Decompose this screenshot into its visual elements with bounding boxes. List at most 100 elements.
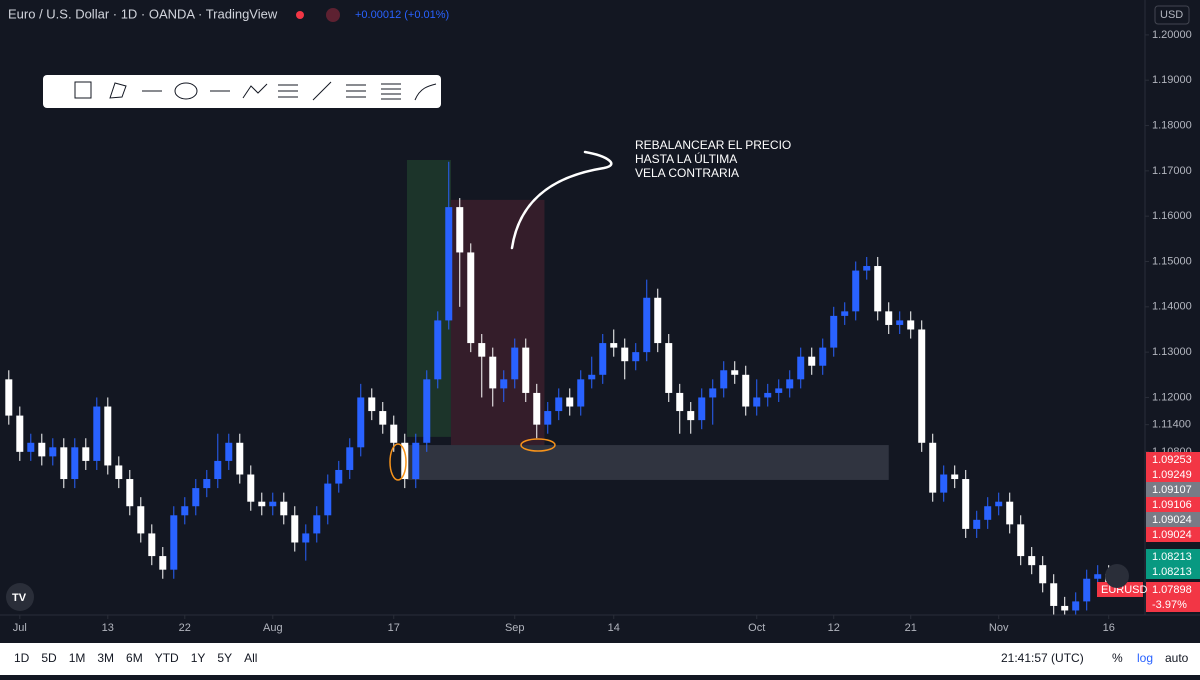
currency[interactable]: USD xyxy=(1160,9,1183,21)
candle-body xyxy=(1072,601,1080,611)
toolbar xyxy=(43,75,441,108)
y-tick-label: 1.17000 xyxy=(1152,165,1192,177)
candle-body xyxy=(1061,605,1069,611)
price-badge xyxy=(1146,564,1200,579)
candle-body xyxy=(896,320,904,325)
candle-body xyxy=(60,447,68,480)
candle-body xyxy=(236,442,244,475)
range-button[interactable]: 1D xyxy=(14,651,30,665)
symbol-title[interactable]: Euro / U.S. Dollar · 1D · OANDA · Tradin… xyxy=(8,6,278,21)
currency-button[interactable] xyxy=(1154,5,1190,25)
candle-body xyxy=(544,411,552,425)
range-button[interactable]: 1M xyxy=(69,651,86,665)
candle-body xyxy=(291,515,299,543)
candle-body xyxy=(489,356,497,389)
tool-ellipse[interactable] xyxy=(174,82,198,100)
price-badge-label: 1.09106 xyxy=(1152,499,1192,511)
x-tick-label: Oct xyxy=(748,622,765,634)
candle-body xyxy=(412,442,420,480)
candle-body xyxy=(907,320,915,330)
tool-polyline[interactable] xyxy=(109,82,127,99)
range-button[interactable]: 3M xyxy=(97,651,114,665)
price-badge xyxy=(1146,467,1200,482)
candle-body xyxy=(280,501,288,516)
tool-channel[interactable] xyxy=(346,84,366,98)
candle-body xyxy=(456,207,464,253)
range-button[interactable]: All xyxy=(244,651,257,665)
candle-body xyxy=(225,442,233,461)
x-tick-label: 14 xyxy=(608,622,620,634)
candle-body xyxy=(819,347,827,366)
price-badge xyxy=(1146,549,1200,564)
candle-body xyxy=(797,356,805,380)
candle-body xyxy=(82,447,90,461)
arrow-curve xyxy=(510,150,613,250)
x-tick-label: Jul xyxy=(13,622,27,634)
candle-body xyxy=(1017,524,1025,557)
candle-body xyxy=(533,392,541,425)
tool-trend[interactable] xyxy=(312,81,332,101)
logo-mark: TV xyxy=(12,592,27,604)
range-button[interactable]: 5D xyxy=(41,651,57,665)
price-badge xyxy=(1146,512,1200,527)
candle-body xyxy=(764,392,772,398)
zone xyxy=(406,445,889,480)
tool-fib[interactable] xyxy=(278,84,298,98)
range-button[interactable]: 5Y xyxy=(217,651,232,665)
tool-brush[interactable] xyxy=(414,83,437,101)
candle-body xyxy=(555,397,563,412)
price-badge xyxy=(1146,482,1200,497)
y-tick-label: 1.13000 xyxy=(1152,346,1192,358)
candle-body xyxy=(566,397,574,407)
log-toggle[interactable]: log xyxy=(1137,651,1153,665)
candle-body xyxy=(258,501,266,507)
candle-body xyxy=(390,424,398,443)
x-tick-label: Aug xyxy=(263,622,283,634)
percent-toggle[interactable]: % xyxy=(1112,651,1123,665)
range-button[interactable]: 6M xyxy=(126,651,143,665)
candle-body xyxy=(698,397,706,421)
candle-body xyxy=(159,556,167,570)
candle-body xyxy=(203,479,211,489)
candle-body xyxy=(852,270,860,312)
candle-body xyxy=(775,388,783,393)
x-tick-label: Nov xyxy=(989,622,1009,634)
candle-body xyxy=(478,343,486,357)
annotation: REBALANCEAR EL PRECIO xyxy=(635,138,791,152)
y-tick-label: 1.18000 xyxy=(1152,119,1192,131)
price-badge-label: 1.09024 xyxy=(1152,529,1192,541)
candle-body xyxy=(357,397,365,448)
auto-toggle[interactable]: auto xyxy=(1165,651,1189,665)
x-tick-label: 13 xyxy=(102,622,114,634)
candle-body xyxy=(1006,501,1014,525)
x-tick-label: 21 xyxy=(905,622,917,634)
candle-body xyxy=(841,311,849,316)
candle-body xyxy=(104,406,112,466)
candle-body xyxy=(654,297,662,344)
candle-body xyxy=(929,442,937,493)
symbol-badge-label: EURUSD xyxy=(1101,584,1148,596)
tool-path[interactable] xyxy=(242,83,268,99)
y-tick-label: 1.20000 xyxy=(1152,29,1192,41)
range-button[interactable]: YTD xyxy=(155,651,179,665)
tool-levels[interactable] xyxy=(381,83,401,100)
price-change: +0.00012 (+0.01%) xyxy=(355,9,449,21)
tool-rectangle[interactable] xyxy=(74,81,92,99)
candle-body xyxy=(302,533,310,543)
candle-body xyxy=(808,356,816,366)
candle-body xyxy=(621,347,629,362)
price-badge-label: 1.08213 xyxy=(1152,566,1192,578)
scroll-button[interactable] xyxy=(1105,564,1129,588)
candle-body xyxy=(346,447,354,470)
candle-body xyxy=(247,474,255,502)
drawing-toolbar xyxy=(43,75,441,108)
candle-body xyxy=(709,388,717,398)
y-tick-label: 1.16000 xyxy=(1152,210,1192,222)
highlight-ellipse xyxy=(389,443,407,481)
candle-body xyxy=(599,343,607,375)
price-badge xyxy=(1146,582,1200,597)
range-button[interactable]: 1Y xyxy=(191,651,206,665)
candle-body xyxy=(940,474,948,493)
